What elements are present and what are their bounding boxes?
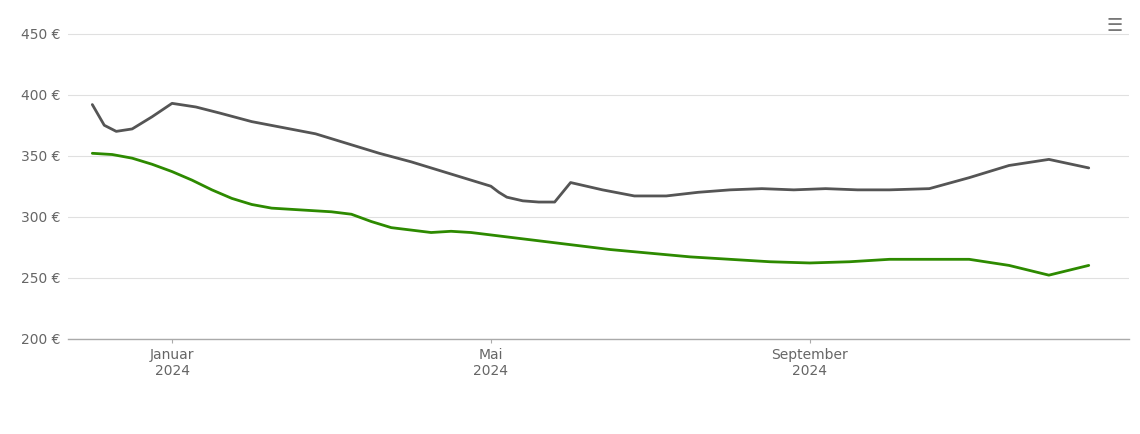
Text: ☰: ☰ — [1107, 17, 1123, 35]
